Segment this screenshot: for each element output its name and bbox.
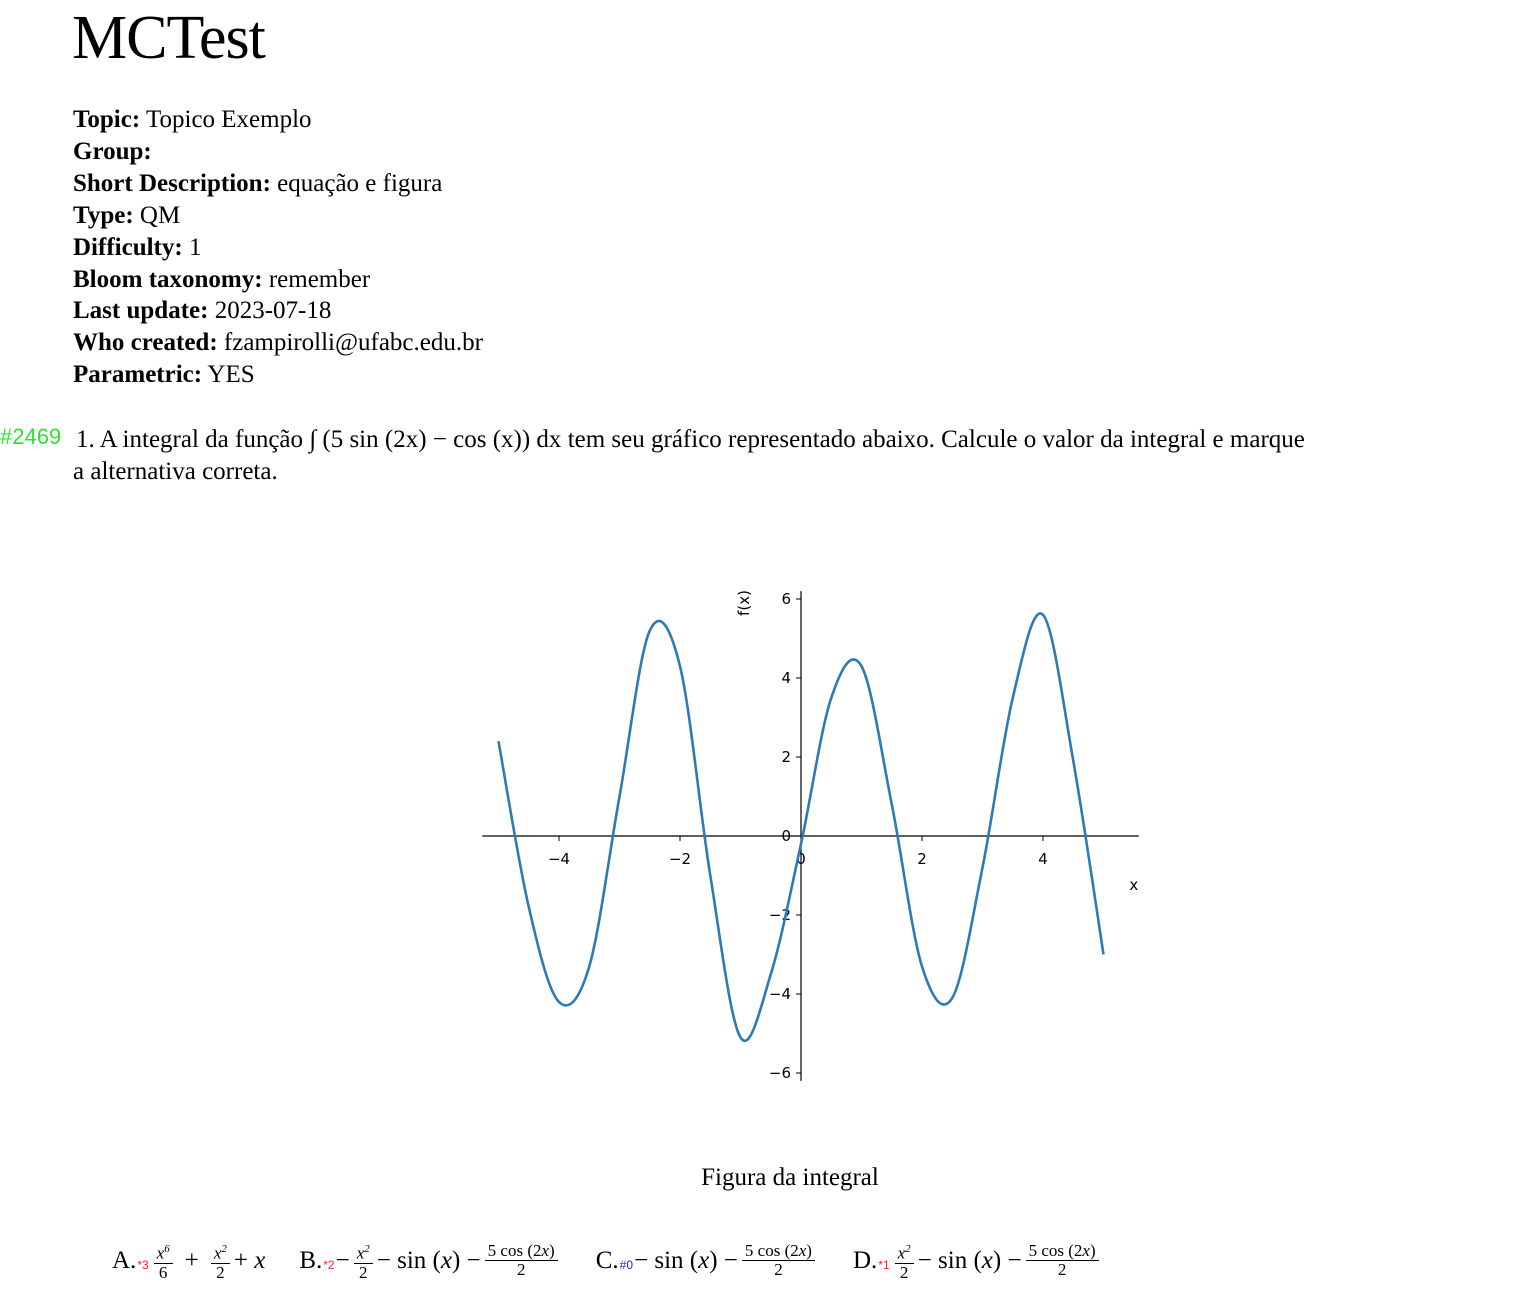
y-tick-label: −4: [769, 985, 791, 1003]
metadata-block: Topic: Topico Exemplo Group: Short Descr…: [73, 104, 483, 391]
meta-who-created: Who created: fzampirolli@ufabc.edu.br: [73, 327, 483, 359]
x-axis-label: x: [1129, 876, 1138, 894]
question-text: 1. A integral da função ∫ (5 sin (2x) − …: [73, 424, 1513, 488]
question-id: #2469: [0, 424, 62, 449]
y-tick-label: 0: [781, 827, 791, 845]
y-axis-label: f(x): [735, 590, 753, 616]
meta-key: Last update:: [73, 297, 209, 325]
meta-key: Type:: [73, 201, 134, 229]
fraction: 5 cos (2x) 2: [741, 1242, 815, 1279]
fraction: x6 6: [153, 1240, 173, 1282]
x-tick-label: 4: [1038, 850, 1048, 868]
y-tick-label: 6: [781, 590, 791, 608]
fraction: 5 cos (2x) 2: [1025, 1242, 1099, 1279]
x-tick-label: −4: [548, 850, 570, 868]
answer-label: A.: [112, 1246, 137, 1274]
meta-bloom: Bloom taxonomy: remember: [73, 264, 483, 296]
answer-options: A. *3 x6 6 + x2 2 + x B. *2 − x2 2 − sin (x…: [112, 1240, 1137, 1282]
y-tick-label: −6: [769, 1064, 791, 1082]
y-tick-label: 2: [781, 748, 791, 766]
meta-difficulty: Difficulty: 1: [73, 232, 483, 264]
meta-value: YES: [207, 361, 255, 389]
x-tick-label: 2: [917, 850, 927, 868]
meta-value: QM: [139, 201, 181, 229]
meta-type: Type: QM: [73, 200, 483, 232]
series-line: [497, 612, 1105, 1042]
page-title: MCTest: [72, 4, 266, 72]
fraction: x2 2: [210, 1240, 230, 1282]
question-line-1: 1. A integral da função ∫ (5 sin (2x) − …: [76, 424, 1516, 456]
answer-mark: *2: [323, 1257, 335, 1272]
question-number: 1.: [76, 426, 95, 453]
answer-option-d[interactable]: D. *1 x2 2 − sin (x) − 5 cos (2x) 2: [853, 1240, 1103, 1282]
meta-value: 1: [188, 233, 202, 261]
meta-topic: Topic: Topico Exemplo: [73, 104, 483, 136]
question-integrand: ∫ (5 sin (2x) − cos (x)) dx: [309, 426, 562, 453]
answer-label: B.: [299, 1246, 323, 1274]
meta-parametric: Parametric: YES: [73, 359, 483, 391]
meta-key: Group:: [73, 137, 152, 165]
meta-last-update: Last update: 2023-07-18: [73, 295, 483, 327]
answer-label: D.: [852, 1246, 878, 1274]
answer-option-c[interactable]: C. #0 − sin (x) − 5 cos (2x) 2: [596, 1242, 819, 1279]
answer-mark: *3: [137, 1257, 149, 1272]
meta-group: Group:: [73, 136, 483, 168]
meta-key: Topic:: [73, 106, 141, 133]
fraction: x2 2: [894, 1240, 914, 1282]
fraction: x2 2: [353, 1240, 373, 1282]
fraction: 5 cos (2x) 2: [484, 1242, 558, 1279]
answer-option-a[interactable]: A. *3 x6 6 + x2 2 + x: [112, 1240, 265, 1282]
meta-key: Who created:: [73, 329, 218, 357]
meta-value: Topico Exemplo: [145, 106, 312, 133]
meta-value: remember: [268, 265, 371, 293]
answer-option-b[interactable]: B. *2 − x2 2 − sin (x) − 5 cos (2x) 2: [299, 1240, 561, 1282]
meta-short-description: Short Description: equação e figura: [73, 168, 483, 200]
y-tick-label: 4: [781, 669, 791, 687]
meta-key: Short Description:: [73, 169, 271, 197]
x-tick-label: −2: [669, 850, 691, 868]
meta-value: fzampirolli@ufabc.edu.br: [223, 329, 483, 357]
meta-key: Bloom taxonomy:: [73, 265, 263, 293]
meta-key: Parametric:: [73, 361, 203, 389]
meta-key: Difficulty:: [73, 233, 183, 261]
answer-mark: #0: [619, 1257, 634, 1272]
meta-value: 2023-07-18: [214, 297, 332, 325]
question-text-before: A integral da função: [99, 426, 304, 453]
question-text-after: tem seu gráfico representado abaixo. Cal…: [567, 426, 1305, 453]
figure-caption: Figura da integral: [701, 1164, 879, 1191]
answer-mark: *1: [878, 1257, 890, 1272]
x-tick-label: 0: [796, 850, 806, 868]
meta-value: equação e figura: [277, 169, 443, 197]
question-line-2: a alternativa correta.: [73, 458, 278, 485]
answer-label: C.: [595, 1246, 619, 1274]
